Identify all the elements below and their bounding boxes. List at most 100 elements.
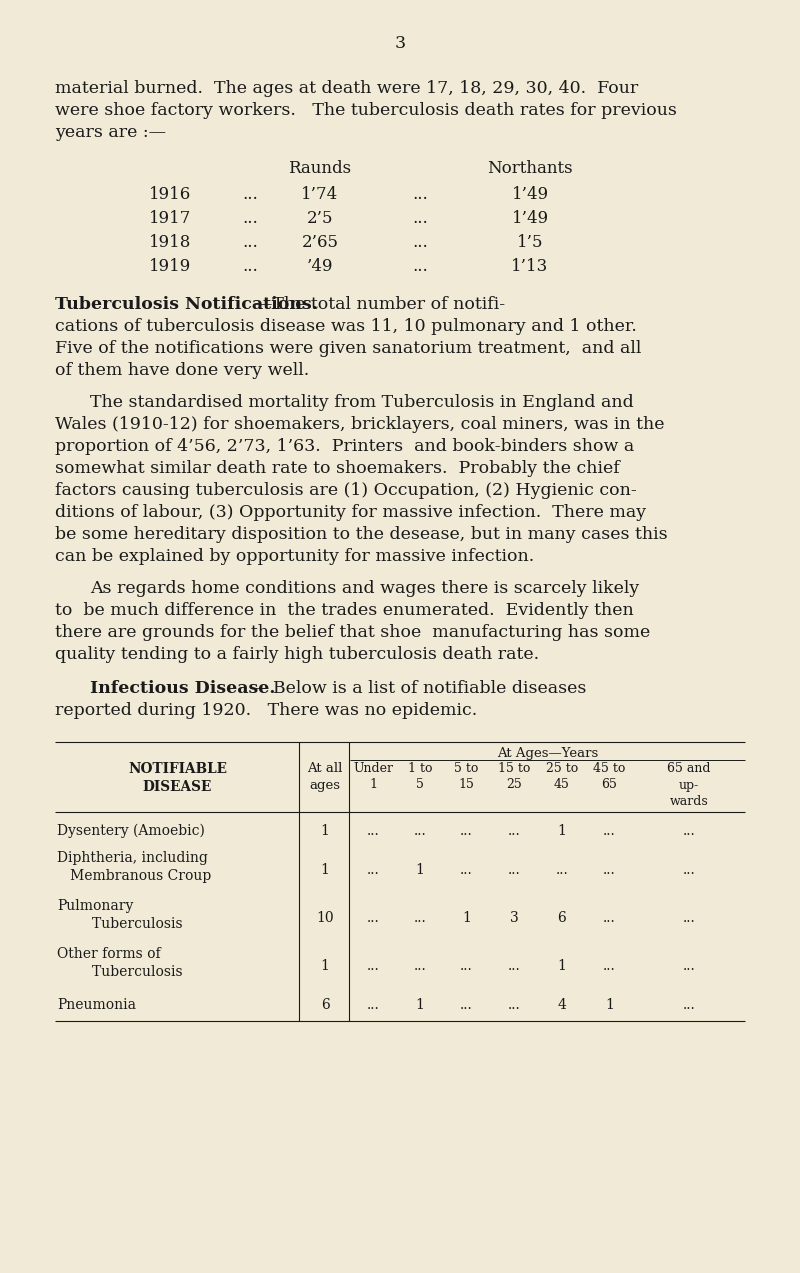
Text: 2’65: 2’65 <box>302 234 338 251</box>
Text: —The total number of notifi-: —The total number of notifi- <box>255 297 505 313</box>
Text: ...: ... <box>460 824 473 838</box>
Text: 6: 6 <box>558 911 566 925</box>
Text: 1 to
5: 1 to 5 <box>408 763 432 792</box>
Text: ditions of labour, (3) Opportunity for massive infection.  There may: ditions of labour, (3) Opportunity for m… <box>55 504 646 521</box>
Text: ...: ... <box>508 959 520 973</box>
Text: ...: ... <box>603 959 616 973</box>
Text: 25 to
45: 25 to 45 <box>546 763 578 792</box>
Text: years are :—: years are :— <box>55 123 166 141</box>
Text: 1: 1 <box>558 959 566 973</box>
Text: 1: 1 <box>462 911 471 925</box>
Text: proportion of 4’56, 2’73, 1’63.  Printers  and book-binders show a: proportion of 4’56, 2’73, 1’63. Printers… <box>55 438 634 454</box>
Text: — Below is a list of notifiable diseases: — Below is a list of notifiable diseases <box>250 680 586 698</box>
Text: Wales (1910-12) for shoemakers, bricklayers, coal miners, was in the: Wales (1910-12) for shoemakers, bricklay… <box>55 416 665 433</box>
Text: ...: ... <box>412 234 428 251</box>
Text: At all
ages: At all ages <box>307 763 342 792</box>
Text: 1: 1 <box>321 824 330 838</box>
Text: 1’49: 1’49 <box>511 210 549 227</box>
Text: 1919: 1919 <box>149 258 191 275</box>
Text: ...: ... <box>412 210 428 227</box>
Text: can be explained by opportunity for massive infection.: can be explained by opportunity for mass… <box>55 547 534 565</box>
Text: ...: ... <box>682 863 695 877</box>
Text: to  be much difference in  the trades enumerated.  Evidently then: to be much difference in the trades enum… <box>55 602 634 619</box>
Text: somewhat similar death rate to shoemakers.  Probably the chief: somewhat similar death rate to shoemaker… <box>55 460 620 477</box>
Text: ...: ... <box>414 824 426 838</box>
Text: NOTIFIABLE
DISEASE: NOTIFIABLE DISEASE <box>128 763 227 794</box>
Text: 1: 1 <box>558 824 566 838</box>
Text: ...: ... <box>242 186 258 202</box>
Text: Dysentery (Amoebic): Dysentery (Amoebic) <box>57 824 205 839</box>
Text: ...: ... <box>508 863 520 877</box>
Text: Under
1: Under 1 <box>354 763 394 792</box>
Text: Northants: Northants <box>487 160 573 177</box>
Text: factors causing tuberculosis are (1) Occupation, (2) Hygienic con-: factors causing tuberculosis are (1) Occ… <box>55 482 637 499</box>
Text: ...: ... <box>603 824 616 838</box>
Text: ...: ... <box>603 911 616 925</box>
Text: Five of the notifications were given sanatorium treatment,  and all: Five of the notifications were given san… <box>55 340 642 356</box>
Text: 65 and
up-
wards: 65 and up- wards <box>667 763 710 808</box>
Text: ...: ... <box>367 911 380 925</box>
Text: 1: 1 <box>605 998 614 1012</box>
Text: ...: ... <box>682 959 695 973</box>
Text: cations of tuberculosis disease was 11, 10 pulmonary and 1 other.: cations of tuberculosis disease was 11, … <box>55 318 637 335</box>
Text: of them have done very well.: of them have done very well. <box>55 362 310 379</box>
Text: ...: ... <box>682 911 695 925</box>
Text: ...: ... <box>242 258 258 275</box>
Text: 3: 3 <box>394 34 406 52</box>
Text: 10: 10 <box>316 911 334 925</box>
Text: ...: ... <box>367 824 380 838</box>
Text: quality tending to a fairly high tuberculosis death rate.: quality tending to a fairly high tubercu… <box>55 645 539 663</box>
Text: reported during 1920.   There was no epidemic.: reported during 1920. There was no epide… <box>55 701 478 719</box>
Text: 5 to
15: 5 to 15 <box>454 763 478 792</box>
Text: ...: ... <box>242 210 258 227</box>
Text: As regards home conditions and wages there is scarcely likely: As regards home conditions and wages the… <box>90 580 639 597</box>
Text: Other forms of: Other forms of <box>57 947 161 961</box>
Text: ...: ... <box>412 186 428 202</box>
Text: 1: 1 <box>321 863 330 877</box>
Text: 6: 6 <box>321 998 330 1012</box>
Text: ...: ... <box>460 959 473 973</box>
Text: there are grounds for the belief that shoe  manufacturing has some: there are grounds for the belief that sh… <box>55 624 650 642</box>
Text: ...: ... <box>603 863 616 877</box>
Text: Tuberculosis Notifications.: Tuberculosis Notifications. <box>55 297 318 313</box>
Text: Tuberculosis: Tuberculosis <box>57 965 182 979</box>
Text: Infectious Disease.: Infectious Disease. <box>90 680 275 698</box>
Text: 45 to
65: 45 to 65 <box>594 763 626 792</box>
Text: were shoe factory workers.   The tuberculosis death rates for previous: were shoe factory workers. The tuberculo… <box>55 102 677 118</box>
Text: 1: 1 <box>415 998 425 1012</box>
Text: 4: 4 <box>558 998 566 1012</box>
Text: ...: ... <box>367 959 380 973</box>
Text: ’49: ’49 <box>306 258 334 275</box>
Text: ...: ... <box>367 863 380 877</box>
Text: 1916: 1916 <box>149 186 191 202</box>
Text: ...: ... <box>460 863 473 877</box>
Text: ...: ... <box>682 998 695 1012</box>
Text: 1’74: 1’74 <box>302 186 338 202</box>
Text: 2’5: 2’5 <box>306 210 334 227</box>
Text: 1: 1 <box>415 863 425 877</box>
Text: ...: ... <box>414 911 426 925</box>
Text: 1’49: 1’49 <box>511 186 549 202</box>
Text: Membranous Croup: Membranous Croup <box>57 869 211 883</box>
Text: 1917: 1917 <box>149 210 191 227</box>
Text: 3: 3 <box>510 911 518 925</box>
Text: Pneumonia: Pneumonia <box>57 998 136 1012</box>
Text: 1’13: 1’13 <box>511 258 549 275</box>
Text: 1: 1 <box>321 959 330 973</box>
Text: ...: ... <box>556 863 568 877</box>
Text: The standardised mortality from Tuberculosis in England and: The standardised mortality from Tubercul… <box>90 395 634 411</box>
Text: ...: ... <box>682 824 695 838</box>
Text: be some hereditary disposition to the desease, but in many cases this: be some hereditary disposition to the de… <box>55 526 668 544</box>
Text: ...: ... <box>508 998 520 1012</box>
Text: Tuberculosis: Tuberculosis <box>57 917 182 931</box>
Text: ...: ... <box>460 998 473 1012</box>
Text: Raunds: Raunds <box>289 160 351 177</box>
Text: ...: ... <box>242 234 258 251</box>
Text: material burned.  The ages at death were 17, 18, 29, 30, 40.  Four: material burned. The ages at death were … <box>55 80 638 97</box>
Text: ...: ... <box>412 258 428 275</box>
Text: 15 to
25: 15 to 25 <box>498 763 530 792</box>
Text: Pulmonary: Pulmonary <box>57 899 134 913</box>
Text: 1’5: 1’5 <box>517 234 543 251</box>
Text: ...: ... <box>508 824 520 838</box>
Text: At Ages—Years: At Ages—Years <box>497 747 598 760</box>
